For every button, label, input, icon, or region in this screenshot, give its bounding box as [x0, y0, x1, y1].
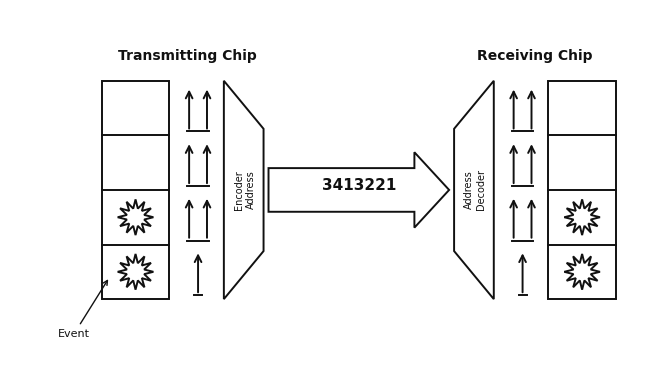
Text: Encoder: Encoder — [234, 170, 244, 210]
Polygon shape — [224, 81, 263, 299]
Text: Event: Event — [58, 280, 108, 339]
Text: Address: Address — [246, 170, 255, 209]
Text: Transmitting Chip: Transmitting Chip — [118, 49, 257, 63]
Bar — [101, 81, 169, 299]
Polygon shape — [564, 254, 600, 290]
Text: Receiving Chip: Receiving Chip — [477, 49, 593, 63]
Polygon shape — [118, 199, 153, 235]
Polygon shape — [118, 254, 153, 290]
Text: Decoder: Decoder — [476, 169, 486, 211]
Polygon shape — [564, 199, 600, 235]
Polygon shape — [269, 152, 449, 228]
Polygon shape — [454, 81, 494, 299]
Text: Address: Address — [464, 170, 474, 209]
Bar — [548, 81, 616, 299]
Text: 3413221: 3413221 — [322, 178, 396, 193]
